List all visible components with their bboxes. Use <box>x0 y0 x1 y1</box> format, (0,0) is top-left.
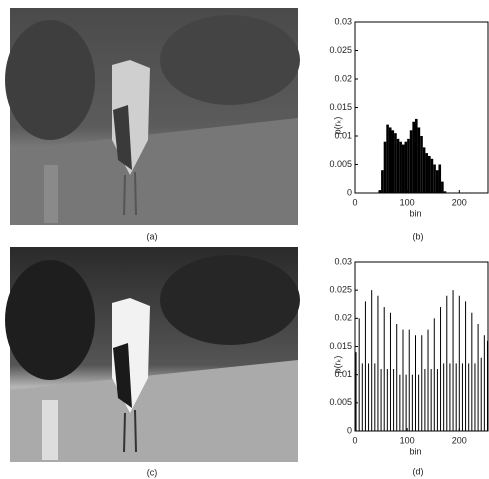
y-tick-label: 0.005 <box>329 397 352 407</box>
y-tick-label: 0.03 <box>334 256 352 266</box>
y-tick-label: 0.015 <box>329 341 352 351</box>
histogram-bar <box>409 130 413 193</box>
y-tick-label: 0.01 <box>334 130 352 140</box>
y-tick-label: 0.02 <box>334 313 352 323</box>
histogram-bar <box>386 124 389 193</box>
histogram-bar <box>399 141 402 193</box>
histogram-bar <box>433 164 436 193</box>
x-tick-label: 200 <box>452 197 467 207</box>
histogram-bar <box>407 138 410 193</box>
photo-a <box>5 8 300 225</box>
caption: (c) <box>147 467 158 477</box>
y-tick-label: 0.025 <box>329 45 352 55</box>
histogram-bar <box>391 130 395 193</box>
histogram-bar <box>378 190 382 193</box>
y-tick-label: 0.025 <box>329 285 352 295</box>
y-tick-label: 0.005 <box>329 159 352 169</box>
histogram-bar <box>428 155 431 193</box>
y-tick-label: 0 <box>347 187 352 197</box>
histogram-bar <box>420 136 423 193</box>
y-axis-label: p(rₖ) <box>332 356 342 374</box>
histogram-bar <box>422 147 426 193</box>
y-tick-label: 0.01 <box>334 369 352 379</box>
histogram-bar <box>430 158 434 193</box>
photo-c <box>5 247 300 462</box>
histogram-bar <box>435 170 439 193</box>
x-tick-label: 200 <box>452 435 467 445</box>
histogram-bar <box>394 133 397 193</box>
histogram-bar <box>417 127 421 193</box>
y-tick-label: 0.03 <box>334 16 352 26</box>
x-tick-label: 0 <box>352 435 357 445</box>
histogram-bar <box>401 144 405 193</box>
y-tick-label: 0 <box>347 425 352 435</box>
caption: (a) <box>147 231 158 241</box>
histogram-bar <box>438 164 442 193</box>
histogram-bar <box>404 141 408 193</box>
x-tick-label: 100 <box>400 197 415 207</box>
histogram-bar <box>441 181 444 193</box>
caption: (d) <box>413 466 424 476</box>
histogram-bar <box>443 191 447 193</box>
y-tick-label: 0.02 <box>334 73 352 83</box>
caption: (b) <box>413 231 424 241</box>
histogram-bar <box>381 170 384 193</box>
y-axis-label: p(rₖ) <box>332 117 342 135</box>
x-axis-label: bin <box>409 208 421 218</box>
histogram-bar <box>388 127 392 193</box>
histogram-bar <box>412 121 415 193</box>
histogram-bar <box>396 138 400 193</box>
x-tick-label: 0 <box>352 197 357 207</box>
x-axis-label: bin <box>409 446 421 456</box>
y-tick-label: 0.015 <box>329 102 352 112</box>
histogram-bar <box>425 153 429 193</box>
histogram-bar <box>414 118 418 193</box>
histogram-bar <box>383 141 387 193</box>
x-tick-label: 100 <box>400 435 415 445</box>
